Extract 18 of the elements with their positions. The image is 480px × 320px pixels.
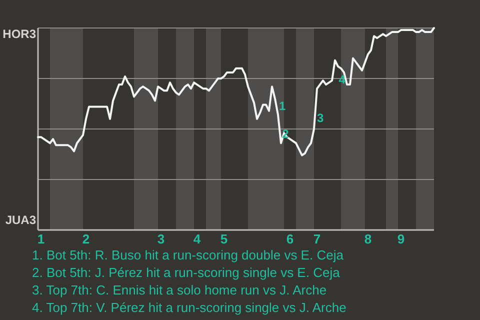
x-tick-label: 8 — [364, 231, 372, 246]
annotation: 3 — [317, 111, 324, 126]
x-tick-label: 2 — [82, 231, 90, 246]
text: 4. Top 7th: V. Pérez hit a run-scoring single vs J. Arche — [32, 300, 346, 315]
text: JUA3 — [5, 213, 36, 228]
x-tick-label: 6 — [286, 231, 294, 246]
text: 3. Top 7th: C. Ennis hit a solo home run vs J. Arche — [32, 282, 327, 298]
text: HOR3 — [2, 27, 36, 42]
text: 2. Bot 5th: J. Pérez hit a run-scoring single vs E. Ceja — [32, 264, 341, 280]
text: 1. Bot 5th: R. Buso hit a run-scoring double vs E. Ceja — [32, 247, 344, 262]
x-tick-label: 3 — [157, 231, 165, 246]
x-tick-label: 7 — [313, 231, 321, 246]
annotation: 1 — [278, 98, 286, 113]
x-tick-label: 4 — [193, 231, 202, 246]
x-tick-label: 1 — [37, 231, 45, 246]
annotation: 2 — [282, 127, 290, 142]
x-tick-label: 9 — [397, 231, 405, 246]
x-tick-label: 5 — [220, 231, 228, 246]
